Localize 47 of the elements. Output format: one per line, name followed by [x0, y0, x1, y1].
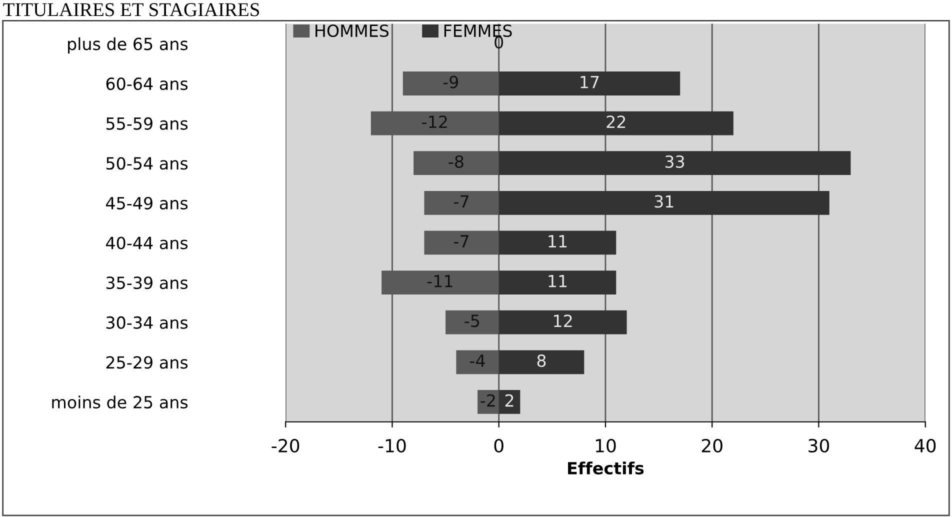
bar: [498, 270, 616, 294]
x-tick-label: 20: [702, 438, 722, 453]
bar: [498, 190, 830, 215]
bar: [498, 111, 734, 136]
y-tick-label: 25-29 ans: [106, 356, 188, 369]
data-label: -4: [470, 354, 485, 367]
data-label: 12: [554, 314, 572, 327]
bar: [498, 230, 616, 255]
bar: [498, 350, 584, 374]
legend-label: HOMMES: [316, 24, 389, 38]
data-label: 8: [537, 354, 546, 367]
data-label: -7: [454, 235, 468, 248]
data-label: -11: [427, 274, 452, 288]
x-tick-label: 0: [494, 438, 504, 453]
data-label: -2: [480, 394, 495, 407]
data-label: 17: [580, 76, 599, 88]
bar: [498, 151, 851, 176]
data-label: -9: [443, 76, 458, 88]
y-tick-label: plus de 65 ans: [68, 37, 188, 54]
y-tick-label: 55-59 ans: [106, 117, 188, 130]
chart-title: TITULAIRES ET STAGIAIRES: [3, 3, 259, 16]
data-label: -12: [422, 116, 447, 128]
x-tick-label: -10: [378, 438, 406, 453]
data-label: 11: [548, 235, 567, 248]
y-tick-label: 45-49 ans: [106, 196, 188, 210]
data-label: 2: [505, 394, 514, 407]
x-tick-label: -20: [272, 438, 300, 453]
y-tick-label: 40-44 ans: [106, 236, 188, 250]
data-label: -5: [464, 314, 480, 328]
y-tick-label: 35-39 ans: [106, 276, 188, 290]
data-label: 22: [606, 116, 626, 128]
x-tick-label: 30: [808, 438, 830, 453]
x-axis-title: Effectifs: [568, 462, 644, 474]
data-label: -7: [454, 195, 468, 208]
y-tick-label: 30-34 ans: [106, 316, 188, 329]
data-label: 31: [654, 195, 674, 208]
data-label: 11: [548, 274, 567, 288]
data-label: 33: [665, 155, 684, 168]
y-tick-label: moins de 25 ans: [52, 396, 188, 409]
x-tick-label: 10: [596, 438, 616, 453]
bar: [498, 390, 520, 414]
bar: [498, 72, 680, 96]
x-tick-label: 40: [914, 438, 936, 453]
y-tick-label: 60-64 ans: [106, 77, 188, 90]
data-label: -8: [448, 155, 464, 168]
bar: [498, 310, 627, 334]
y-tick-label: 50-54 ans: [106, 157, 188, 170]
